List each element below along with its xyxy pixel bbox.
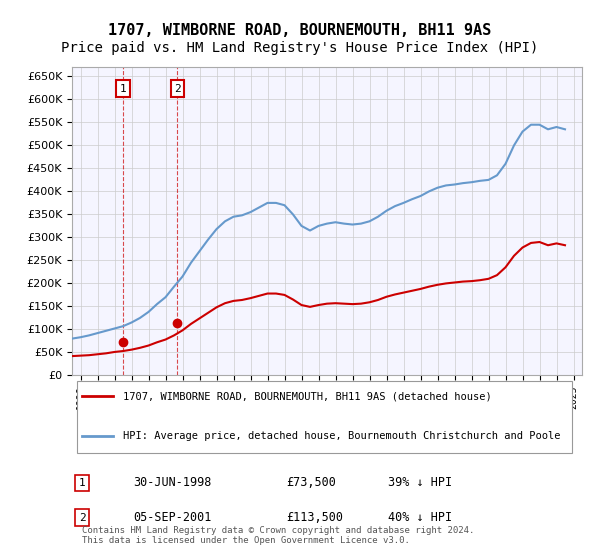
Text: 39% ↓ HPI: 39% ↓ HPI [388,477,452,489]
Text: 40% ↓ HPI: 40% ↓ HPI [388,511,452,524]
Text: £113,500: £113,500 [286,511,343,524]
Text: Contains HM Land Registry data © Crown copyright and database right 2024.
This d: Contains HM Land Registry data © Crown c… [82,526,475,545]
Text: Price paid vs. HM Land Registry's House Price Index (HPI): Price paid vs. HM Land Registry's House … [61,41,539,55]
Text: 1707, WIMBORNE ROAD, BOURNEMOUTH, BH11 9AS: 1707, WIMBORNE ROAD, BOURNEMOUTH, BH11 9… [109,24,491,38]
Text: 2: 2 [174,84,181,94]
Text: HPI: Average price, detached house, Bournemouth Christchurch and Poole: HPI: Average price, detached house, Bour… [123,431,560,441]
Text: 1707, WIMBORNE ROAD, BOURNEMOUTH, BH11 9AS (detached house): 1707, WIMBORNE ROAD, BOURNEMOUTH, BH11 9… [123,391,492,401]
Text: 1: 1 [119,84,127,94]
FancyBboxPatch shape [77,381,572,454]
Text: 30-JUN-1998: 30-JUN-1998 [133,477,212,489]
Text: 2: 2 [79,512,86,522]
Text: 05-SEP-2001: 05-SEP-2001 [133,511,212,524]
Text: 1: 1 [79,478,86,488]
Text: £73,500: £73,500 [286,477,336,489]
